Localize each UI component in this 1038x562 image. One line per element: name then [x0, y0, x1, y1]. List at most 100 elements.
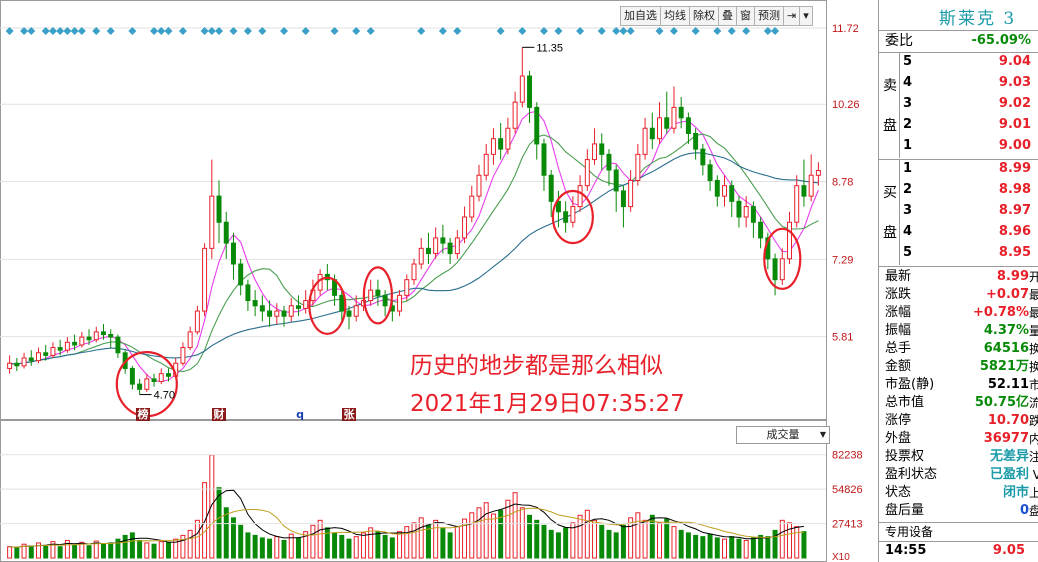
stat-trail: 最	[1028, 306, 1038, 320]
volume-bar	[635, 512, 641, 559]
candle-body	[722, 185, 727, 197]
candle-body	[505, 127, 511, 150]
candle-body	[64, 341, 70, 351]
candle-body	[657, 117, 663, 140]
volume-bar	[310, 524, 316, 559]
candle-body	[620, 190, 626, 208]
volume-tick-label: 27413	[832, 519, 863, 531]
toolbar-button[interactable]: 窗	[737, 7, 755, 25]
stat-value: +0.07	[986, 287, 1029, 302]
candle-body	[555, 200, 561, 213]
stat-trail: 换	[1028, 360, 1038, 374]
toolbar-button[interactable]: ⇥	[784, 7, 801, 25]
volume-bar	[209, 454, 215, 559]
volume-bar	[765, 536, 771, 559]
volume-bar	[368, 527, 374, 559]
candle-body	[151, 378, 157, 383]
signal-diamond	[576, 27, 585, 35]
stat-row: 振幅 4.37% 量	[879, 322, 1038, 340]
volume-bar	[375, 531, 381, 559]
order-price: 8.95	[998, 245, 1031, 260]
volume-bar	[303, 531, 309, 559]
ma-line	[9, 152, 819, 366]
signal-diamond	[713, 27, 722, 35]
candle-body	[714, 179, 720, 197]
volume-bar	[563, 527, 569, 559]
volume-bar	[317, 519, 323, 559]
candle-body	[137, 383, 143, 390]
volume-bar	[505, 499, 511, 559]
volume-bar	[548, 529, 554, 559]
stat-trail: 流	[1028, 396, 1038, 410]
stat-label: 涨幅	[885, 305, 912, 320]
event-marker-box	[212, 408, 226, 421]
volume-bar	[64, 539, 70, 559]
volume-bar	[512, 492, 518, 559]
toolbar-button[interactable]: 叠	[719, 7, 737, 25]
weibi-label: 委比	[885, 33, 913, 49]
stat-value: 闭市	[1002, 485, 1029, 500]
toolbar-button[interactable]: 除权	[690, 7, 719, 25]
toolbar-button[interactable]: 加自选	[621, 7, 661, 25]
tick-time: 14:55	[885, 543, 927, 558]
volume-indicator-select[interactable]: 成交量 ▼	[736, 426, 830, 444]
volume-bar	[238, 524, 244, 559]
candle-body	[43, 352, 49, 356]
volume-indicator-label: 成交量	[766, 428, 800, 441]
toolbar-button[interactable]: ▾	[803, 9, 809, 22]
candle-body	[815, 170, 821, 176]
volume-bar	[324, 527, 330, 559]
stat-trail: 量	[1028, 324, 1038, 338]
candle-body	[101, 331, 106, 336]
volume-bar	[411, 522, 417, 559]
quote-panel: 斯莱克 3 委比 -65.09% 卖盘 5 9.04 4 9.03 3 9.02 2 9.01…	[878, 0, 1038, 562]
toolbar-button[interactable]: 预测	[755, 7, 784, 25]
stat-row: 涨停 10.70 跌	[879, 412, 1038, 430]
candle-body	[230, 242, 236, 265]
volume-bar	[252, 534, 258, 559]
volume-bar	[425, 524, 431, 559]
volume-bar	[787, 522, 792, 559]
signal-diamond	[496, 27, 505, 35]
candle-body	[808, 174, 814, 197]
stat-trail: 跌	[1028, 414, 1038, 428]
candle-body	[245, 284, 251, 302]
candle-body	[433, 237, 439, 255]
candle-body	[267, 310, 273, 317]
volume-bar	[671, 526, 677, 559]
stat-row: 涨跌 +0.07 最	[879, 286, 1038, 304]
signal-diamonds	[5, 27, 780, 35]
candle-body	[635, 153, 641, 181]
candle-body	[592, 143, 598, 161]
candle-body	[483, 153, 489, 176]
stat-row: 外盘 36977 内	[879, 430, 1038, 448]
event-marker-label: 张	[344, 407, 356, 421]
industry-row: 专用设备	[879, 523, 1038, 541]
volume-bar	[346, 538, 352, 559]
signal-diamond	[669, 27, 678, 35]
signal-diamond	[229, 27, 238, 35]
stat-trail: 开	[1028, 270, 1038, 284]
stat-row: 状态 闭市上	[879, 484, 1038, 502]
toolbar-button[interactable]: 均线	[661, 7, 690, 25]
volume-bar	[36, 542, 41, 559]
candle-body	[707, 164, 713, 181]
stat-label: 总手	[885, 341, 912, 356]
volume-bar	[584, 509, 590, 559]
volume-bar	[50, 541, 56, 559]
ma-line	[9, 110, 819, 383]
candle-body	[252, 300, 258, 307]
stat-value: 36977	[983, 431, 1029, 446]
candle-body	[36, 352, 41, 362]
weibi-value: -65.09%	[971, 33, 1031, 48]
volume-bar	[736, 538, 742, 559]
chevron-down-icon: ▼	[819, 430, 826, 439]
volume-bar	[332, 532, 338, 559]
tick-price: 9.05	[992, 543, 1025, 558]
candle-body	[462, 216, 468, 239]
order-price: 9.02	[998, 96, 1031, 111]
volume-bar	[173, 538, 179, 559]
volume-bar	[57, 546, 63, 559]
candle-body	[281, 310, 287, 317]
candle-body	[303, 300, 309, 309]
